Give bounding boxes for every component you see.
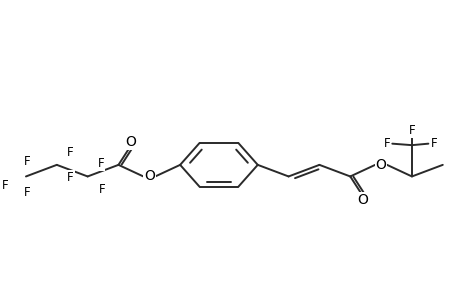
Text: F: F xyxy=(67,171,73,184)
Text: F: F xyxy=(24,186,31,199)
Text: F: F xyxy=(99,183,105,196)
Text: F: F xyxy=(2,179,9,193)
Text: F: F xyxy=(408,124,414,137)
Text: F: F xyxy=(98,157,104,170)
Text: O: O xyxy=(357,193,367,207)
Text: F: F xyxy=(430,137,436,150)
Text: F: F xyxy=(23,155,30,168)
Text: F: F xyxy=(67,146,73,159)
Text: O: O xyxy=(144,169,154,184)
Text: F: F xyxy=(383,137,389,150)
Text: O: O xyxy=(125,135,136,149)
Text: O: O xyxy=(375,158,386,172)
